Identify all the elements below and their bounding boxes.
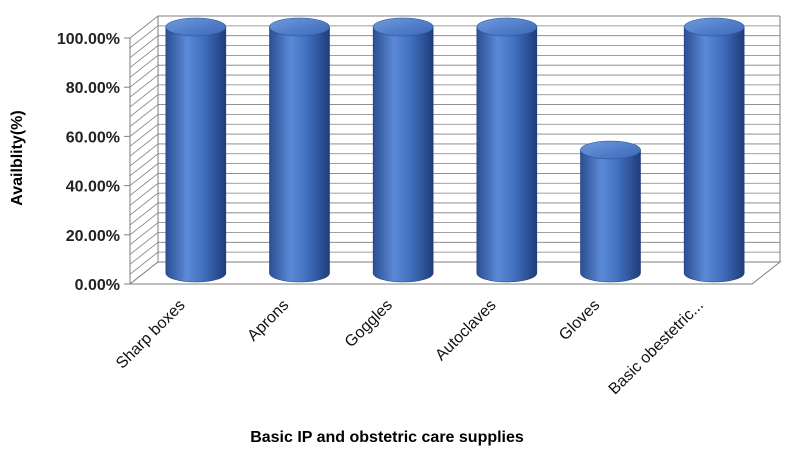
x-tick-label: Goggles — [342, 297, 396, 351]
y-tick-label: 40.00% — [66, 179, 120, 196]
x-axis-title: Basic IP and obstetric care supplies — [250, 429, 524, 446]
bar — [372, 17, 434, 283]
y-tick-label: 0.00% — [75, 277, 120, 294]
y-axis-title: Availblity(%) — [9, 110, 26, 205]
x-tick-label: Basic obestetric... — [606, 297, 707, 398]
y-tick-label: 60.00% — [66, 129, 120, 146]
bar — [580, 140, 641, 283]
y-tick-label: 20.00% — [66, 228, 120, 245]
y-tick-label: 80.00% — [66, 80, 120, 97]
x-tick-label: Gloves — [556, 297, 603, 344]
axes — [124, 16, 159, 285]
x-tick-label: Aprons — [244, 297, 292, 345]
x-tick-label: Sharp boxes — [113, 297, 189, 373]
bar — [683, 17, 745, 283]
bars — [165, 17, 745, 283]
y-tick-label: 100.00% — [57, 31, 120, 48]
grid — [128, 15, 782, 285]
x-tick-label: Autoclaves — [432, 297, 499, 364]
bar — [165, 17, 227, 283]
bar — [476, 17, 538, 283]
bar — [269, 17, 330, 283]
